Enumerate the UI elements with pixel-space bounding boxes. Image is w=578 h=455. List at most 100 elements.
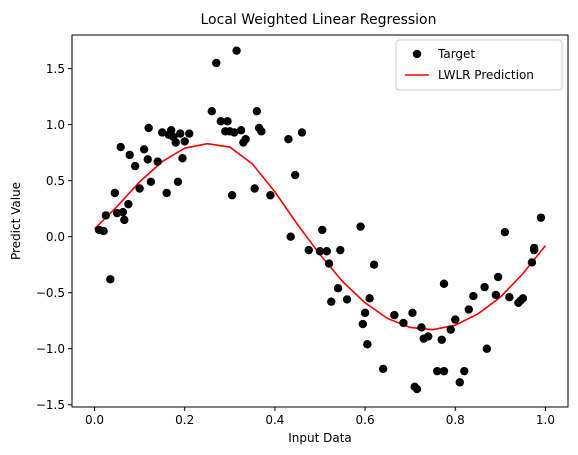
- target-point: [304, 245, 313, 255]
- target-point: [250, 184, 259, 193]
- x-tick-label: 0.0: [85, 413, 104, 427]
- target-point: [252, 106, 262, 116]
- target-point: [110, 188, 120, 198]
- target-point: [527, 258, 537, 267]
- target-point: [135, 184, 144, 193]
- target-point: [451, 315, 460, 324]
- target-point: [446, 325, 455, 334]
- y-axis-label: Predict Value: [9, 182, 23, 260]
- target-point: [284, 135, 293, 144]
- target-point: [358, 319, 368, 329]
- target-point: [433, 366, 442, 376]
- target-point: [266, 191, 275, 200]
- target-point: [360, 308, 370, 318]
- target-point: [230, 128, 239, 137]
- target-point: [412, 384, 422, 394]
- x-tick-label: 0.4: [265, 413, 284, 427]
- y-tick-label: 1.0: [46, 118, 65, 132]
- target-point: [180, 137, 189, 146]
- chart-title: Local Weighted Linear Regression: [201, 12, 437, 28]
- target-point: [327, 297, 336, 306]
- target-point: [176, 129, 185, 138]
- target-point: [185, 129, 194, 138]
- legend-marker-target: [412, 49, 422, 59]
- y-tick-label: 1.5: [46, 62, 65, 76]
- target-point: [99, 226, 108, 236]
- target-point: [232, 46, 241, 55]
- target-point: [365, 294, 374, 303]
- target-point: [297, 128, 307, 137]
- legend-label-target: Target: [437, 47, 475, 61]
- target-point: [144, 123, 153, 133]
- target-point: [146, 177, 156, 186]
- target-point: [399, 318, 408, 328]
- target-point: [223, 117, 232, 126]
- y-tick-label: −1.0: [36, 342, 65, 356]
- x-tick-label: 0.2: [175, 413, 194, 427]
- y-tick-label: 0.0: [46, 230, 65, 244]
- target-point: [157, 128, 167, 137]
- plot-area: [71, 34, 569, 408]
- plot-frame: [71, 34, 569, 408]
- target-point: [124, 199, 133, 209]
- target-point: [518, 294, 528, 303]
- legend-box: [395, 39, 563, 91]
- target-point: [378, 364, 388, 374]
- target-point: [439, 366, 449, 376]
- target-point: [408, 308, 417, 318]
- x-tick-label: 0.6: [356, 413, 375, 427]
- target-point: [336, 245, 345, 255]
- target-point: [257, 127, 266, 136]
- target-point: [162, 188, 171, 198]
- target-point: [390, 310, 399, 320]
- legend: Target LWLR Prediction: [395, 39, 563, 91]
- target-point: [227, 191, 237, 200]
- x-axis-label: Input Data: [288, 431, 352, 445]
- target-point: [324, 259, 334, 268]
- target-point: [417, 323, 426, 332]
- target-point: [455, 378, 464, 387]
- target-point: [173, 177, 183, 186]
- target-point: [139, 145, 149, 154]
- legend-label-prediction: LWLR Prediction: [438, 68, 534, 82]
- target-point: [216, 117, 225, 126]
- y-tick-label: −0.5: [36, 286, 65, 300]
- target-point: [125, 150, 134, 160]
- x-tick-label: 1.0: [536, 413, 555, 427]
- target-point: [464, 305, 473, 314]
- target-point: [356, 222, 365, 231]
- target-point: [153, 157, 162, 166]
- target-point: [178, 154, 187, 163]
- y-axis: −1.5 −1.0 −0.5 0.0 0.5 1.0 1.5: [36, 62, 72, 412]
- target-point: [424, 332, 433, 341]
- target-point: [493, 272, 503, 282]
- target-point: [207, 106, 216, 116]
- target-point: [167, 126, 176, 135]
- target-point: [241, 135, 250, 144]
- target-point: [116, 142, 125, 152]
- target-point: [482, 344, 492, 353]
- target-points-layer: [94, 46, 546, 394]
- target-point: [342, 295, 352, 304]
- target-point: [480, 282, 489, 292]
- target-point: [491, 290, 501, 300]
- target-point: [439, 279, 449, 288]
- x-tick-label: 0.8: [446, 413, 465, 427]
- target-point: [286, 232, 295, 241]
- target-point: [437, 335, 446, 344]
- target-point: [369, 260, 379, 269]
- target-point: [171, 138, 180, 147]
- x-axis: 0.0 0.2 0.4 0.6 0.8 1.0: [85, 407, 555, 427]
- target-point: [536, 213, 546, 222]
- target-point: [469, 291, 478, 301]
- target-point: [460, 366, 469, 376]
- target-point: [333, 284, 343, 293]
- target-point: [212, 58, 221, 68]
- target-point: [322, 247, 331, 256]
- target-point: [529, 245, 539, 255]
- target-point: [118, 207, 128, 217]
- target-point: [291, 170, 300, 180]
- target-point: [318, 225, 327, 235]
- target-point: [120, 215, 129, 225]
